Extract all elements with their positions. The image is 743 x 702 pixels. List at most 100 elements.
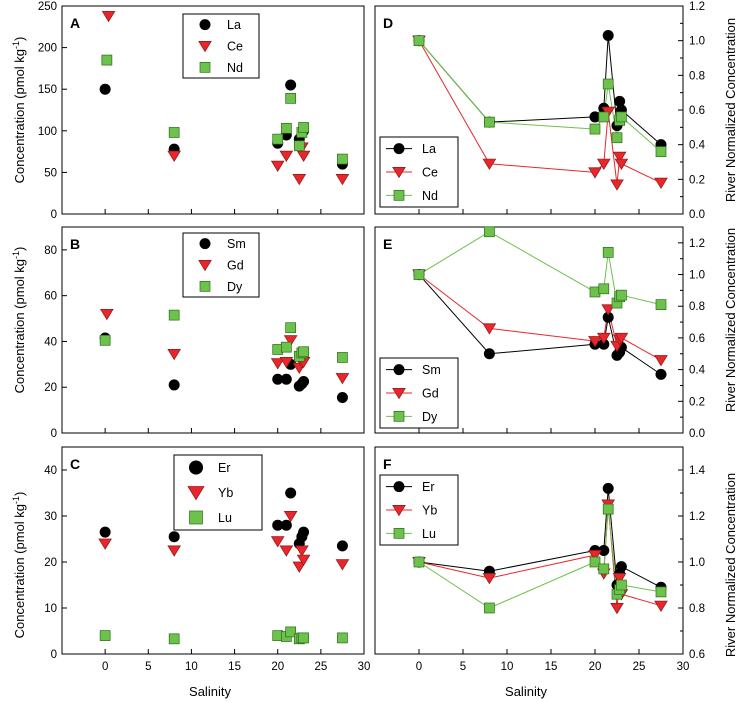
x-tick-label: 30 — [358, 661, 371, 673]
panel-c: C 0 10 20 30 40 0 5 10 15 20 25 30 Er Yb Lu — [44, 446, 371, 673]
plot-frame-e — [374, 226, 684, 434]
series-line-la — [418, 35, 662, 146]
data-point-lu — [337, 632, 348, 644]
data-point-lu — [99, 630, 111, 641]
data-point-gd — [596, 332, 611, 345]
data-point-sm — [483, 348, 495, 360]
legend-label-sm: Sm — [422, 363, 441, 377]
data-point-ce — [270, 160, 285, 172]
y-tick-label: 0.6 — [689, 649, 705, 661]
y-tick-label: 200 — [38, 43, 57, 55]
panels-layer: A050100150200250LaCeNdD0.00.20.40.60.81.… — [38, 1, 706, 673]
legend-label-lu: Lu — [422, 527, 436, 541]
data-point-lu — [589, 556, 601, 568]
x-tick-label: 30 — [677, 661, 690, 673]
data-point-er — [336, 540, 348, 552]
data-point-yb — [588, 550, 602, 562]
legend-marker-ce — [198, 40, 212, 53]
panel-label-f: F — [383, 456, 392, 472]
x-tick-label: 0 — [416, 661, 422, 673]
data-point-nd — [272, 133, 284, 145]
legend-label-yb: Yb — [422, 504, 437, 518]
data-point-la — [99, 83, 111, 95]
data-point-dy — [285, 322, 297, 334]
panel-f: F 0.6 0.8 1.0 1.2 1.4 0 5 10 15 20 25 30 Er Yb Lu — [374, 446, 706, 673]
data-point-yb — [610, 602, 624, 615]
plot-frame-c — [61, 446, 365, 655]
data-point-er — [615, 561, 627, 573]
data-point-er — [168, 531, 180, 543]
left-y-axis-label-top: Concentration (pmol kg-1) — [11, 37, 27, 184]
legend-box-a — [182, 13, 260, 79]
x-tick-label: 5 — [460, 661, 466, 673]
legend-marker-yb — [187, 486, 205, 501]
x-tick-label: 0 — [102, 661, 108, 673]
x-tick-label: 5 — [145, 661, 151, 673]
panel-e: E 0.0 0.2 0.4 0.6 0.8 1.0 1.2 Sm Gd Dy — [374, 226, 706, 440]
left-y-axis-label-main: Concentration (pmol kg — [12, 49, 27, 183]
data-point-ce — [588, 167, 602, 179]
data-point-nd — [616, 111, 627, 123]
y-tick-label: 100 — [38, 126, 57, 138]
right-y-axis-label-top: River Normalized Concentration — [723, 18, 738, 202]
data-point-dy — [616, 289, 627, 301]
y-tick-label: 0.0 — [689, 428, 705, 440]
legend-box-b — [182, 232, 260, 298]
legend-label-dy: Dy — [422, 410, 438, 424]
x-tick-label: 15 — [228, 661, 241, 673]
data-point-dy — [99, 334, 111, 346]
data-point-nd — [655, 146, 667, 157]
data-point-yb — [98, 538, 112, 550]
legend-label-er: Er — [422, 480, 435, 494]
legend-label-sm: Sm — [227, 237, 246, 251]
legend-marker-sm — [393, 364, 405, 376]
data-point-nd — [598, 111, 610, 123]
data-point-ce — [296, 150, 311, 163]
panel-label-b: B — [70, 236, 80, 252]
data-point-sm — [655, 368, 667, 380]
data-point-gd — [100, 308, 114, 321]
panel-label-e: E — [383, 236, 392, 252]
data-point-nd — [337, 153, 348, 165]
legend-marker-nd — [393, 189, 405, 201]
legend-marker-dy — [393, 410, 405, 422]
data-point-yb — [292, 561, 307, 573]
y-tick-label: 0.6 — [689, 105, 705, 117]
series-line-nd — [418, 40, 662, 152]
left-y-axis-label-close: ) — [12, 37, 27, 41]
legend-marker-la — [393, 143, 405, 155]
y-tick-label: 20 — [44, 382, 57, 394]
legend-box-c — [173, 454, 263, 531]
data-point-dy — [337, 352, 348, 363]
data-point-er — [99, 526, 111, 538]
data-point-lu — [298, 632, 309, 644]
data-point-lu — [602, 503, 614, 515]
data-point-gd — [279, 357, 294, 369]
data-point-ce — [610, 179, 624, 191]
plot-frame-f — [374, 446, 684, 655]
legend-marker-dy — [199, 280, 211, 292]
data-point-gd — [654, 355, 668, 367]
data-point-yb — [296, 554, 311, 566]
y-tick-label: 0.2 — [689, 396, 705, 408]
data-point-nd — [589, 123, 601, 135]
legend-marker-er — [188, 460, 204, 475]
y-tick-label: 0.4 — [689, 140, 706, 152]
plot-frame-b — [61, 226, 365, 434]
y-tick-label: 0.8 — [689, 603, 705, 615]
legend-marker-ce — [392, 167, 406, 179]
data-point-ce — [612, 151, 627, 164]
data-point-ce — [101, 10, 116, 23]
x-tick-label: 25 — [633, 661, 646, 673]
data-point-lu — [168, 633, 180, 645]
left-y-axis-label-close: ) — [12, 492, 27, 496]
data-point-nd — [293, 140, 305, 152]
legend-marker-lu — [189, 510, 203, 525]
panel-b: B 0 20 40 60 80 Sm Gd Dy — [44, 226, 365, 440]
panel-label-c: C — [70, 456, 80, 472]
y-tick-label: 0.4 — [689, 365, 706, 377]
plot-frame-a — [61, 5, 365, 215]
data-point-sm — [168, 379, 180, 391]
data-point-er — [298, 526, 310, 538]
